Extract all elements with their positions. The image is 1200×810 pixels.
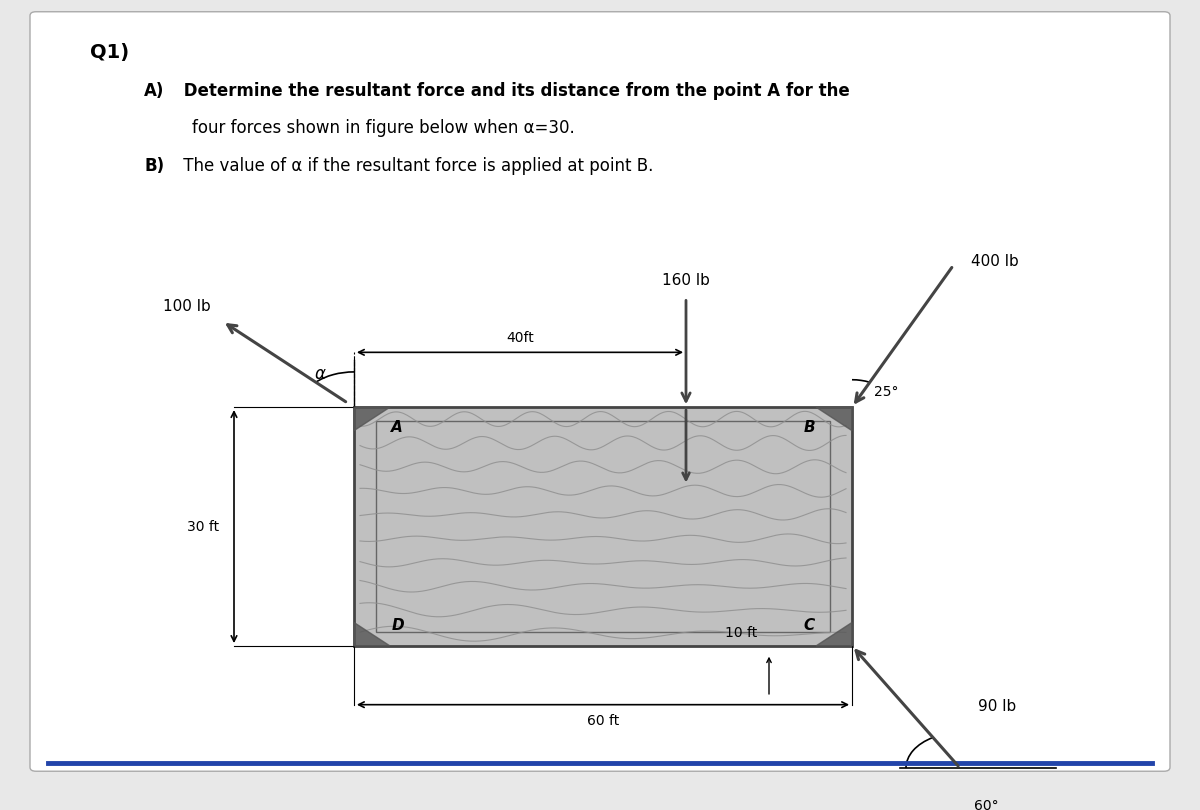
- Polygon shape: [816, 407, 852, 431]
- Text: C: C: [804, 618, 815, 633]
- Text: 40ft: 40ft: [506, 330, 534, 344]
- Text: B): B): [144, 156, 164, 175]
- Text: four forces shown in figure below when α=30.: four forces shown in figure below when α…: [192, 119, 575, 137]
- Text: 30 ft: 30 ft: [187, 519, 220, 534]
- Text: 90 lb: 90 lb: [978, 700, 1016, 714]
- Polygon shape: [816, 622, 852, 646]
- Bar: [354, 407, 852, 646]
- Text: A): A): [144, 82, 164, 100]
- Text: 25°: 25°: [874, 386, 898, 399]
- Text: 100 lb: 100 lb: [163, 299, 210, 313]
- Text: Q1): Q1): [90, 43, 130, 62]
- Text: Determine the resultant force and its distance from the point A for the: Determine the resultant force and its di…: [178, 82, 850, 100]
- Text: 400 lb: 400 lb: [972, 254, 1019, 269]
- Text: α: α: [314, 365, 326, 383]
- Text: 160 lb: 160 lb: [662, 273, 710, 288]
- FancyBboxPatch shape: [30, 11, 1170, 771]
- Polygon shape: [354, 622, 390, 646]
- Text: A: A: [391, 420, 403, 435]
- Bar: [376, 421, 830, 632]
- Text: The value of α if the resultant force is applied at point B.: The value of α if the resultant force is…: [178, 156, 653, 175]
- Text: 60 ft: 60 ft: [587, 714, 619, 728]
- Text: 60°: 60°: [974, 799, 1000, 810]
- Text: B: B: [803, 420, 815, 435]
- Text: D: D: [391, 618, 404, 633]
- Text: 10 ft: 10 ft: [725, 625, 757, 640]
- Polygon shape: [354, 407, 390, 431]
